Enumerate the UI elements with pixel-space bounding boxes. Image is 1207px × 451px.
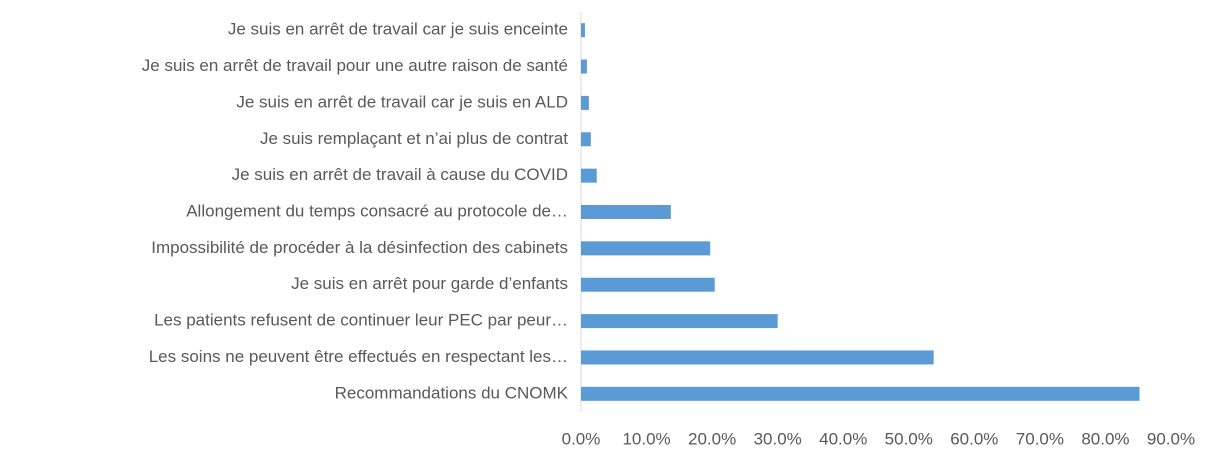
y-tick-label: Je suis en arrêt pour garde d’enfants [291,274,568,293]
x-tick-label: 20.0% [688,429,736,448]
bar [581,95,589,110]
y-tick-label: Les soins ne peuvent être effectués en r… [149,347,568,366]
y-tick-label: Impossibilité de procéder à la désinfect… [151,238,568,257]
bar [581,241,711,256]
y-tick-label: Allongement du temps consacré au protoco… [186,201,568,220]
x-tick-label: 60.0% [950,429,998,448]
x-tick-label: 70.0% [1016,429,1064,448]
y-tick-label: Je suis en arrêt de travail pour une aut… [142,56,568,75]
x-tick-label: 30.0% [754,429,802,448]
bar [581,205,671,219]
bar [581,386,1140,401]
bar [581,168,597,183]
bar [581,314,778,329]
x-tick-label: 40.0% [819,429,867,448]
x-tick-label: 90.0% [1147,429,1195,448]
x-tick-label: 50.0% [885,429,933,448]
y-tick-label: Les patients refusent de continuer leur … [154,311,568,330]
y-tick-label: Je suis en arrêt de travail car je suis … [236,92,568,111]
bar [581,59,587,74]
x-tick-label: 10.0% [622,429,670,448]
x-tick-label: 80.0% [1081,429,1129,448]
bar [581,350,934,365]
y-tick-label: Je suis en arrêt de travail car je suis … [228,20,568,39]
y-tick-label: Je suis remplaçant et n’ai plus de contr… [260,129,568,148]
x-tick-label: 0.0% [562,429,601,448]
y-tick-label: Je suis en arrêt de travail à cause du C… [232,165,568,184]
bar [581,23,585,38]
y-tick-label: Recommandations du CNOMK [335,383,569,402]
bar [581,132,591,147]
bar [581,277,715,292]
